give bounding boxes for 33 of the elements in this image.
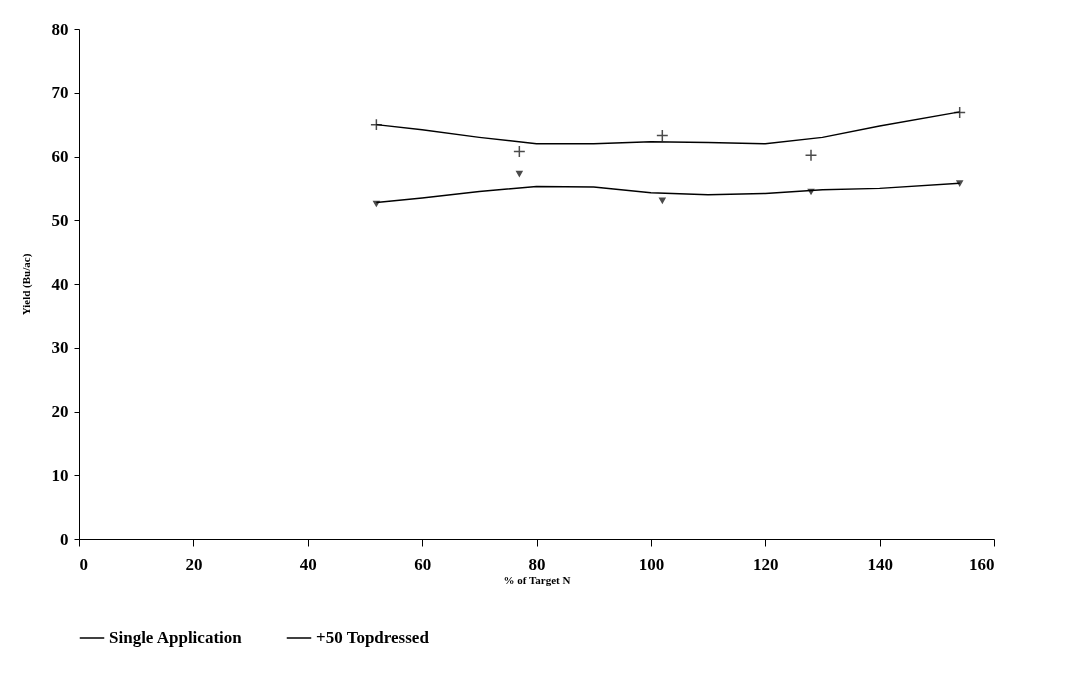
point [656,129,669,142]
legend-label: +50 Topdressed [316,628,430,647]
point [807,188,815,195]
point [516,170,523,177]
point [804,149,818,162]
x-tick-label: 60 [414,554,432,574]
x-tick-label: 40 [299,554,317,574]
x-tick-label: 0 [79,554,88,574]
x-tick-label: 100 [638,554,665,574]
point [953,106,966,119]
y-tick-label: 30 [51,338,69,358]
point [513,145,526,158]
x-tick-label: 120 [753,554,779,574]
x-tick-label: 80 [528,554,546,574]
point [370,118,383,131]
y-tick-label: 0 [60,529,69,549]
line-series [375,111,961,145]
x-tick-label: 160 [969,554,995,574]
x-tick-label: 20 [185,554,203,574]
x-tick-label: 140 [867,554,893,574]
point [373,200,380,207]
y-tick-label: 10 [51,465,69,485]
legend-label: Single Application [109,628,243,647]
y-tick-label: 60 [51,147,69,166]
point [659,197,666,204]
y-tick-label: 40 [51,274,69,294]
y-tick-label: 80 [51,19,69,39]
y-tick-label: 20 [51,402,69,421]
y-axis-title: Yield (Bu/ac) [19,253,33,316]
y-tick-label: 50 [51,210,69,230]
y-tick-label: 70 [51,83,69,103]
x-axis-title: % of Target N [503,573,571,586]
point [956,180,963,187]
